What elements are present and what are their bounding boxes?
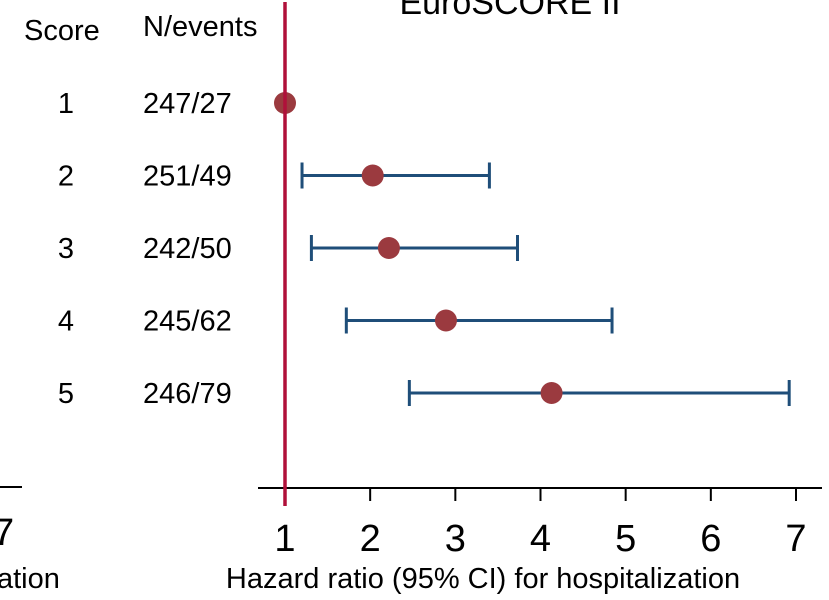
forest-row: 5 246/79 [58,378,791,410]
n-events-column-header: N/events [143,11,257,43]
x-tick-label: 6 [700,518,721,560]
n-events-label: 251/49 [143,161,232,193]
n-events-label: 246/79 [143,378,232,410]
forest-row: 2 251/49 [58,161,491,193]
x-tick-label: 7 [785,518,806,560]
forest-row: 4 245/62 [58,306,614,338]
forest-row: 3 242/50 [58,233,520,265]
score-label: 2 [58,161,74,193]
hazard-ratio-point [377,237,400,259]
n-events-label: 242/50 [143,233,232,265]
score-label: 3 [58,233,74,265]
rows-layer: 1 247/27 2 251/49 3 242/50 4 245/62 5 246/79 [58,88,791,410]
score-column-header: Score [24,15,100,47]
hazard-ratio-point [540,382,563,404]
x-axis: 1 2 3 4 5 6 7 [258,487,822,560]
x-axis-label: Hazard ratio (95% CI) for hospitalizatio… [226,563,740,595]
x-tick-label: 2 [360,518,381,560]
hazard-ratio-point [361,164,384,187]
x-tick-label: 4 [530,518,551,560]
n-events-label: 245/62 [143,306,232,338]
left-panel-fragment: 7 ation [0,486,60,595]
x-tick-label: 3 [445,518,466,560]
chart-title: EuroSCORE II [399,0,620,22]
n-events-label: 247/27 [143,88,232,120]
score-label: 5 [58,378,74,410]
left-panel-axis-label: ation [0,563,60,595]
forest-row: 1 247/27 [58,88,296,120]
score-label: 4 [58,306,74,338]
x-tick-label: 1 [274,518,295,560]
score-label: 1 [58,88,74,120]
left-panel-tick-label: 7 [0,512,14,554]
hazard-ratio-point [434,309,457,332]
x-tick-label: 5 [615,518,636,560]
